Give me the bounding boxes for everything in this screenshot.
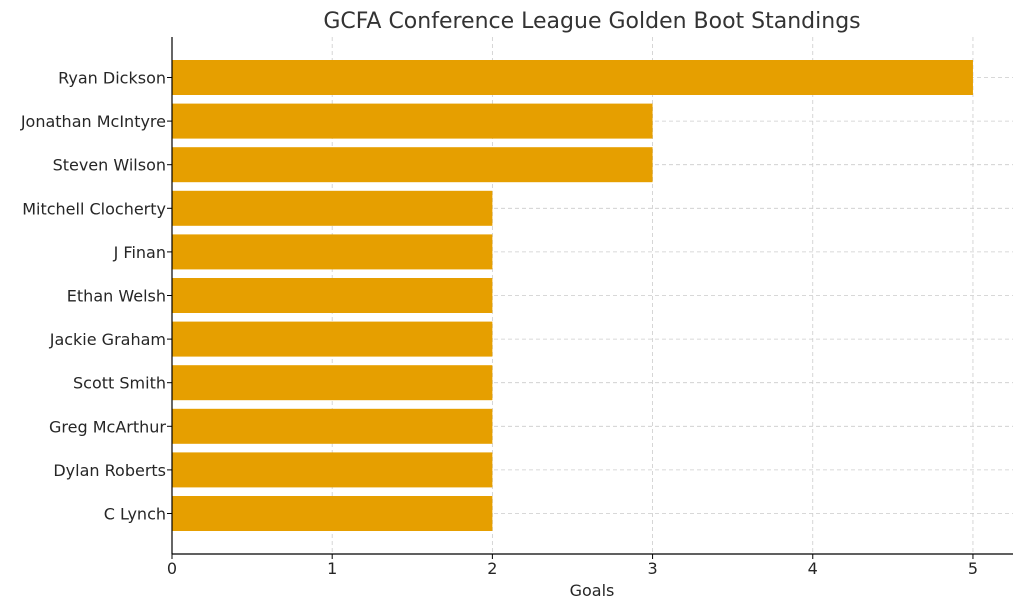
x-tick-label: 0	[167, 559, 177, 578]
y-tick-label: Ryan Dickson	[58, 69, 166, 88]
y-tick-label: Jackie Graham	[49, 330, 166, 349]
y-tick-label: C Lynch	[104, 505, 166, 524]
y-tick-label: Dylan Roberts	[53, 461, 166, 480]
bar	[172, 452, 493, 488]
bar	[172, 496, 493, 531]
x-tick-label: 5	[968, 559, 978, 578]
x-tick-labels: 0 1 2 3 4 5	[167, 554, 978, 578]
bar	[172, 60, 973, 95]
y-tick-label: Mitchell Clocherty	[22, 199, 166, 218]
y-tick-label: Steven Wilson	[53, 156, 166, 175]
bar	[172, 278, 493, 313]
chart-title: GCFA Conference League Golden Boot Stand…	[323, 9, 860, 34]
y-tick-label: J Finan	[113, 243, 166, 262]
x-axis-label: Goals	[570, 581, 615, 600]
bars	[172, 60, 973, 531]
x-tick-label: 4	[808, 559, 818, 578]
y-tick-labels: Ryan Dickson Jonathan McIntyre Steven Wils…	[20, 69, 172, 524]
bar	[172, 234, 493, 270]
bar	[172, 147, 653, 183]
y-tick-label: Ethan Welsh	[67, 287, 166, 306]
y-tick-label: Scott Smith	[73, 374, 166, 393]
y-tick-label: Greg McArthur	[49, 417, 166, 436]
bar	[172, 190, 493, 226]
bar	[172, 408, 493, 444]
x-tick-label: 3	[647, 559, 657, 578]
bar	[172, 103, 653, 139]
y-tick-label: Jonathan McIntyre	[20, 112, 166, 131]
bar	[172, 365, 493, 401]
x-tick-label: 1	[327, 559, 337, 578]
bar	[172, 321, 493, 357]
x-tick-label: 2	[487, 559, 497, 578]
